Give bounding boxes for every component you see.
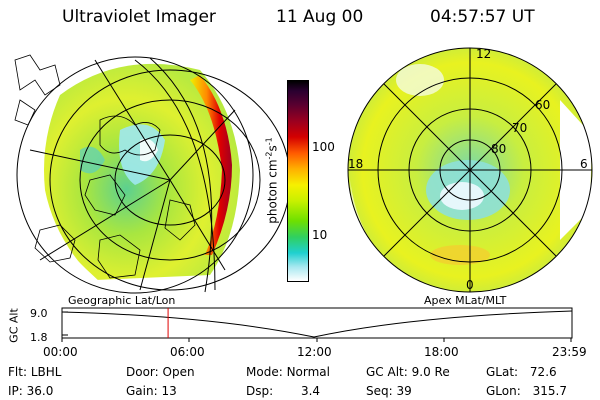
altitude-plot — [61, 307, 573, 342]
mlt-label-6: 6 — [580, 157, 588, 171]
instrument-title: Ultraviolet Imager — [62, 7, 216, 27]
mlat-label-60: 60 — [535, 98, 551, 112]
status-glat: GLat: 72.6 — [486, 365, 557, 379]
time-tick-1200: 12:00 — [297, 345, 332, 359]
status-glon: GLon: 315.7 — [486, 384, 567, 398]
status-gain: Gain: 13 — [126, 384, 177, 398]
date-label: 11 Aug 00 — [276, 7, 364, 27]
mlat-label-70: 70 — [512, 121, 528, 135]
altitude-tick-high: 9.0 — [30, 307, 48, 320]
time-tick-2359: 23:59 — [552, 345, 587, 359]
time-tick-1800: 18:00 — [424, 345, 459, 359]
colorbar-unit-label: photon cm-2s-1 — [264, 137, 280, 224]
right-panel-caption: Apex MLat/MLT — [424, 294, 507, 307]
mlat-label-80: 80 — [491, 142, 507, 156]
status-flt: Flt: LBHL — [8, 365, 62, 379]
left-image-emission — [28, 63, 240, 285]
mlt-label-18: 18 — [348, 157, 364, 171]
status-seq: Seq: 39 — [366, 384, 412, 398]
time-tick-0000: 00:00 — [43, 345, 78, 359]
right-polar-grid — [347, 47, 593, 293]
mlt-label-12: 12 — [476, 47, 492, 61]
left-panel-caption: Geographic Lat/Lon — [68, 294, 176, 307]
altitude-curve — [61, 310, 573, 338]
left-map-grid — [16, 56, 291, 294]
status-ip: IP: 36.0 — [8, 384, 54, 398]
time-tick-0600: 06:00 — [170, 345, 205, 359]
status-mode: Mode: Normal — [246, 365, 330, 379]
colorbar-tick-10: 10 — [312, 228, 328, 242]
altitude-axis-label: GC Alt — [7, 308, 21, 343]
status-gc-alt: GC Alt: 9.0 Re — [366, 365, 450, 379]
colorbar — [287, 80, 309, 282]
altitude-tick-low: 1.8 — [30, 331, 48, 344]
mlt-label-0: 0 — [466, 278, 474, 292]
right-image-emission — [348, 48, 592, 292]
status-dsp: Dsp: 3.4 — [246, 384, 321, 398]
status-door: Door: Open — [126, 365, 195, 379]
left-coastlines — [14, 54, 196, 279]
time-label: 04:57:57 UT — [430, 7, 535, 27]
colorbar-tick-100: 100 — [312, 140, 335, 154]
